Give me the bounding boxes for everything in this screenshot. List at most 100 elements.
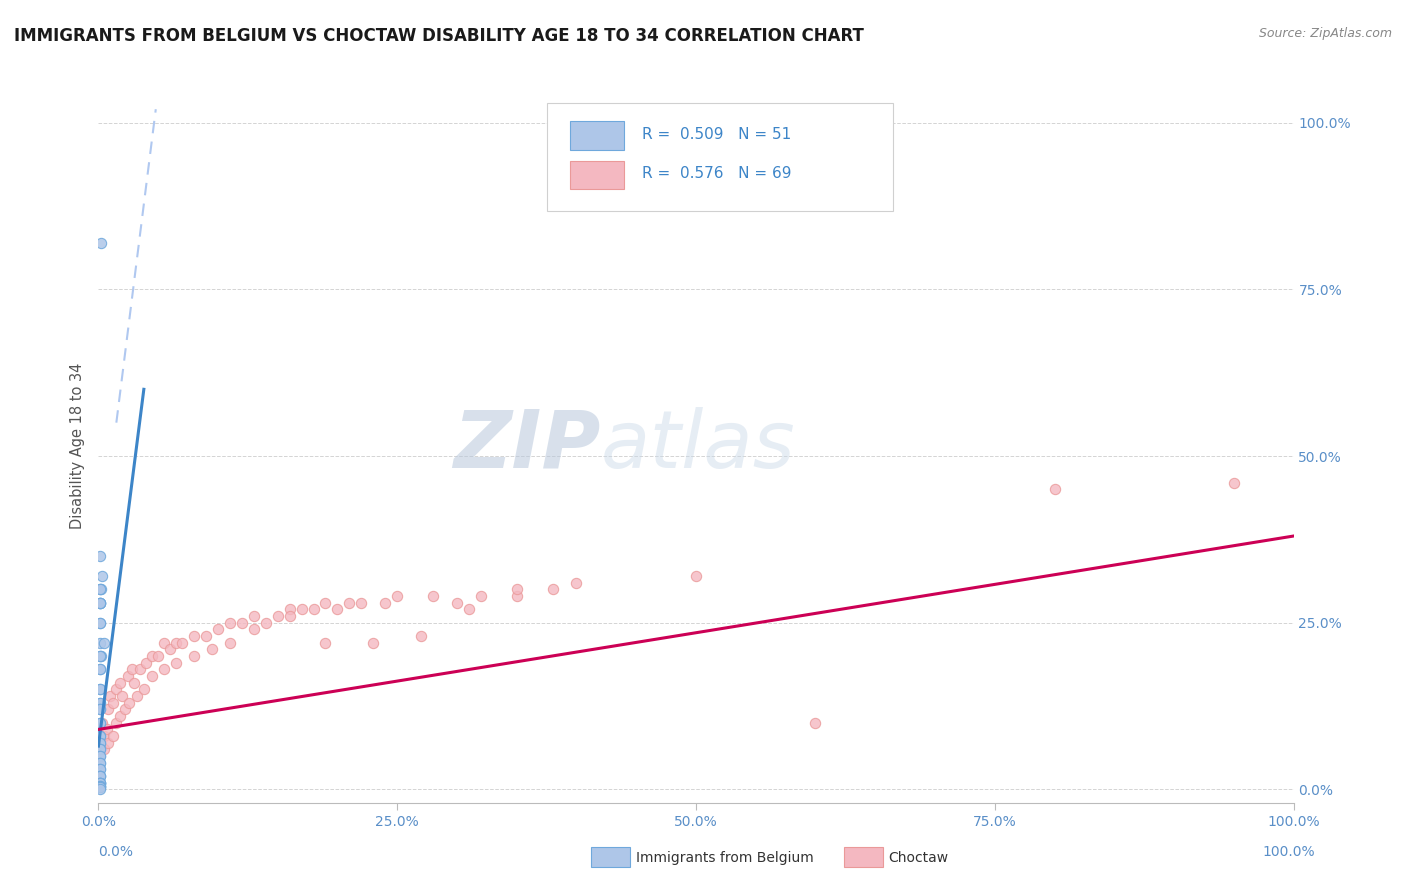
Point [105,682,128,697]
Point [89,615,111,630]
Text: Source: ZipAtlas.com: Source: ZipAtlas.com [1258,27,1392,40]
Point [89,696,111,710]
Y-axis label: Disability Age 18 to 34: Disability Age 18 to 34 [70,363,86,529]
Point [148,649,170,664]
Point [89,736,111,750]
Point [89,682,111,697]
Point [446,596,468,610]
Point [89,756,111,770]
Point [339,596,360,610]
Point [89,729,111,743]
Point [278,602,301,616]
Point [114,702,136,716]
Text: 0.0%: 0.0% [98,845,134,859]
Text: Immigrants from Belgium: Immigrants from Belgium [636,851,813,865]
Point [219,615,242,630]
Point [117,669,139,683]
Point [201,642,224,657]
Point [374,596,396,610]
Point [129,662,152,676]
Point [93,729,115,743]
Point [89,749,111,764]
Point [89,749,111,764]
Point [1043,483,1066,497]
Point [89,776,111,790]
Point [89,682,111,697]
Point [91,715,114,730]
Point [89,696,111,710]
Point [89,779,111,793]
Point [89,769,111,783]
Point [89,662,111,676]
Point [159,642,181,657]
Point [89,756,111,770]
Point [89,582,111,597]
Point [1222,475,1246,490]
Point [254,615,277,630]
Point [97,736,120,750]
Point [91,569,114,583]
Point [89,763,111,777]
Point [153,636,176,650]
Text: ZIP: ZIP [453,407,600,485]
Point [565,575,588,590]
Point [125,689,148,703]
Point [89,779,111,793]
Point [207,623,229,637]
Point [165,656,187,670]
Point [89,776,111,790]
Point [326,602,349,616]
Point [231,615,253,630]
Text: R =  0.576   N = 69: R = 0.576 N = 69 [643,166,792,181]
Point [89,763,111,777]
Point [89,776,111,790]
Bar [571,121,624,150]
Point [89,662,111,676]
Point [183,649,205,664]
Point [89,636,111,650]
Point [194,629,218,643]
Point [90,649,112,664]
Point [89,596,111,610]
Point [93,742,115,756]
Point [121,662,143,676]
Text: atlas: atlas [600,407,796,485]
Point [132,682,155,697]
Point [89,742,111,756]
Point [243,623,266,637]
Point [108,709,131,723]
Point [411,629,433,643]
Point [101,696,124,710]
Point [93,636,115,650]
Point [89,596,111,610]
Point [89,780,111,795]
Point [90,582,112,597]
Point [90,235,112,250]
Point [267,609,290,624]
Point [105,715,128,730]
Text: Choctaw: Choctaw [889,851,949,865]
Point [89,615,111,630]
Point [363,636,385,650]
Point [96,723,118,737]
Point [278,609,301,624]
Point [108,675,131,690]
Point [458,602,481,616]
Point [89,649,111,664]
Point [89,702,111,716]
Point [111,689,134,703]
Point [172,636,194,650]
Point [141,669,163,683]
Point [124,675,146,690]
Point [350,596,373,610]
Point [89,780,111,795]
Point [291,602,314,616]
Point [89,649,111,664]
Point [302,602,325,616]
Text: 100.0%: 100.0% [1263,845,1315,859]
Point [315,596,337,610]
Point [506,589,529,603]
Point [89,776,111,790]
Point [141,649,163,664]
Point [385,589,409,603]
